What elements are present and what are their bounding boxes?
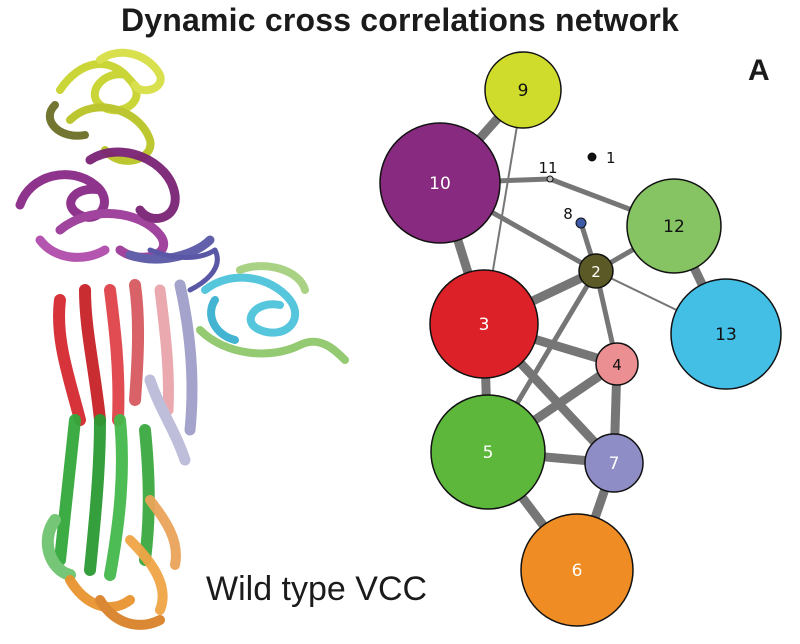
node-7-label: 7: [609, 454, 620, 474]
node-6-label: 6: [572, 561, 583, 581]
node-1: 1: [587, 149, 616, 167]
node-10: 10: [379, 122, 501, 244]
node-5-circle: [430, 394, 546, 510]
node-9-circle: [484, 51, 562, 129]
node-5-label: 5: [483, 443, 494, 463]
protein-structure: [15, 48, 349, 630]
node-5: 5: [430, 394, 546, 510]
node-6: 6: [520, 513, 634, 627]
yellow-domain: [45, 48, 165, 165]
node-12: 12: [626, 178, 722, 274]
node-13-circle: [670, 278, 782, 390]
linker-loop: [147, 247, 220, 293]
figure-title: Dynamic cross correlations network: [120, 2, 680, 38]
node-3-circle: [429, 269, 539, 379]
node-11: 11: [538, 159, 558, 183]
pink-slate-strands: [144, 279, 198, 466]
cyan-domain: [196, 262, 349, 364]
node-11-label: 11: [538, 159, 557, 177]
node-2-circle: [578, 253, 614, 289]
structure-caption: Wild type VCC: [206, 570, 428, 608]
node-3: 3: [429, 269, 539, 379]
node-12-circle: [626, 178, 722, 274]
node-9: 9: [484, 51, 562, 129]
node-6-circle: [520, 513, 634, 627]
node-8-circle: [575, 217, 587, 229]
node-2-label: 2: [591, 263, 601, 281]
node-9-label: 9: [518, 81, 529, 101]
node-4-label: 4: [612, 356, 622, 374]
node-8-label: 8: [563, 205, 573, 223]
node-10-label: 10: [429, 174, 451, 194]
node-3-label: 3: [479, 315, 490, 335]
panel-label: A: [748, 54, 770, 87]
node-8: 8: [563, 205, 587, 229]
node-7: 7: [584, 433, 644, 493]
orange-strands: [65, 495, 181, 630]
node-4-circle: [595, 342, 639, 386]
node-1-circle: [587, 152, 597, 162]
node-11-circle: [546, 175, 554, 183]
node-10-circle: [379, 122, 501, 244]
node-13: 13: [670, 278, 782, 390]
node-12-label: 12: [663, 217, 685, 237]
red-strands: [53, 279, 145, 426]
node-13-label: 13: [715, 325, 737, 345]
node-1-label: 1: [606, 149, 616, 167]
node-7-circle: [584, 433, 644, 493]
node-4: 4: [595, 342, 639, 386]
node-2: 2: [578, 253, 614, 289]
green-strands: [41, 414, 155, 581]
